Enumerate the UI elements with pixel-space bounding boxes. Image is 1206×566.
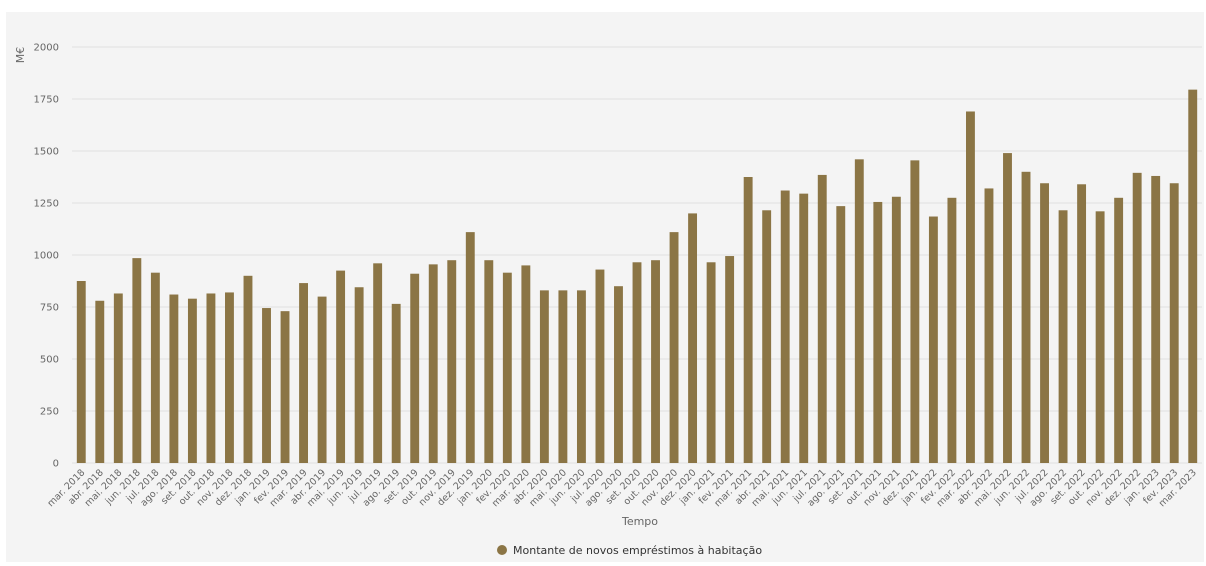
bar[interactable] [484, 260, 494, 463]
chart-panel: 0 250 500 750 1000 1250 1500 1750 2000 mar. 2018… [6, 12, 1204, 562]
y-tick-label: 250 [40, 407, 59, 418]
bar[interactable] [299, 283, 309, 463]
bar[interactable] [410, 273, 420, 463]
bar[interactable] [1114, 197, 1124, 464]
bar[interactable] [965, 111, 975, 463]
bar[interactable] [836, 206, 846, 463]
y-tick-label: 750 [40, 303, 59, 314]
y-tick-label: 500 [40, 355, 59, 366]
bar[interactable] [1132, 172, 1142, 463]
bar[interactable] [817, 174, 827, 464]
bar[interactable] [725, 256, 735, 463]
bar[interactable] [1077, 184, 1087, 463]
bar[interactable] [947, 197, 957, 464]
bar[interactable] [1169, 183, 1179, 464]
bar[interactable] [1040, 183, 1049, 464]
bars [76, 89, 1198, 464]
bar[interactable] [910, 160, 920, 464]
bar[interactable] [132, 258, 142, 463]
bar[interactable] [576, 290, 586, 463]
legend[interactable]: Montante de novos empréstimos à habitaçã… [497, 544, 762, 557]
bar[interactable] [317, 296, 327, 463]
bar[interactable] [688, 213, 698, 463]
bar[interactable] [502, 272, 512, 463]
bar[interactable] [354, 287, 364, 463]
bar[interactable] [76, 281, 86, 463]
bar[interactable] [113, 293, 123, 463]
bar[interactable] [762, 210, 772, 463]
bar[interactable] [891, 196, 901, 463]
gridlines [72, 46, 1202, 464]
bar[interactable] [1151, 175, 1161, 463]
bar[interactable] [373, 263, 383, 463]
bar[interactable] [150, 272, 160, 463]
bar[interactable] [225, 292, 234, 463]
bar[interactable] [706, 262, 716, 463]
bar[interactable] [595, 269, 605, 463]
y-tick-label: 1750 [34, 95, 59, 106]
bar[interactable] [873, 201, 883, 463]
bar[interactable] [632, 262, 642, 463]
bar[interactable] [206, 293, 216, 463]
bar[interactable] [984, 188, 994, 463]
y-tick-label: 0 [53, 459, 59, 470]
bar[interactable] [447, 260, 457, 463]
bar[interactable] [539, 290, 549, 463]
bar[interactable] [1021, 171, 1031, 464]
bar[interactable] [614, 286, 623, 463]
bar[interactable] [1058, 210, 1068, 463]
bar[interactable] [243, 275, 253, 463]
bar[interactable] [187, 298, 197, 463]
bar[interactable] [95, 300, 105, 463]
bar[interactable] [1188, 89, 1198, 463]
bar[interactable] [280, 311, 290, 463]
legend-label: Montante de novos empréstimos à habitaçã… [513, 544, 762, 557]
bar[interactable] [928, 216, 938, 463]
y-axis-ticks: 0 250 500 750 1000 1250 1500 1750 2000 [34, 43, 59, 470]
bar-chart: 0 250 500 750 1000 1250 1500 1750 2000 mar. 2018… [14, 43, 1202, 557]
x-axis-title: Tempo [621, 515, 658, 528]
bar[interactable] [743, 177, 753, 463]
y-tick-label: 1500 [34, 147, 59, 158]
bar[interactable] [521, 265, 531, 463]
bar[interactable] [854, 159, 864, 463]
y-tick-label: 2000 [34, 43, 59, 54]
bar[interactable] [669, 232, 679, 463]
y-axis-title: M€ [14, 47, 27, 64]
legend-marker [497, 545, 507, 555]
bar[interactable] [651, 260, 660, 463]
bar[interactable] [1095, 211, 1105, 463]
bar[interactable] [428, 264, 438, 463]
y-tick-label: 1000 [34, 251, 59, 262]
bar[interactable] [262, 308, 271, 463]
bar[interactable] [799, 193, 809, 463]
bar[interactable] [391, 303, 401, 463]
bar[interactable] [558, 290, 568, 463]
bar[interactable] [169, 294, 179, 463]
y-tick-label: 1250 [34, 199, 59, 210]
bar[interactable] [465, 232, 475, 463]
bar[interactable] [780, 190, 790, 463]
bar[interactable] [1003, 153, 1012, 463]
bar[interactable] [336, 270, 346, 463]
